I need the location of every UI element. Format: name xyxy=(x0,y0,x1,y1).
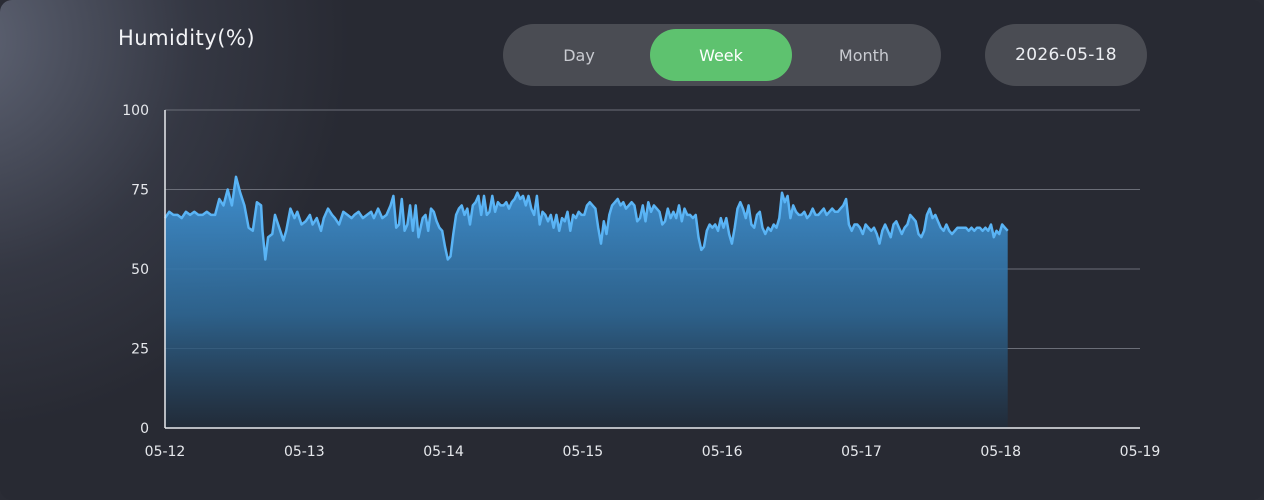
x-tick-label: 05-14 xyxy=(423,444,464,460)
x-tick-label: 05-13 xyxy=(284,444,325,460)
y-tick-label: 25 xyxy=(131,342,149,358)
x-tick-label: 05-12 xyxy=(145,444,186,460)
date-picker-button[interactable]: 2026-05-18 xyxy=(985,24,1147,86)
y-tick-label: 100 xyxy=(122,103,149,119)
y-tick-label: 0 xyxy=(140,421,149,437)
x-tick-label: 05-19 xyxy=(1120,444,1161,460)
axes xyxy=(164,110,1140,429)
x-tick-label: 05-17 xyxy=(841,444,882,460)
y-tick-label: 50 xyxy=(131,262,149,278)
humidity-area-fill xyxy=(165,176,1008,428)
x-tick-label: 05-15 xyxy=(563,444,604,460)
y-tick-label: 75 xyxy=(131,183,149,199)
tab-day[interactable]: Day xyxy=(563,45,595,65)
chart-title: Humidity(%) xyxy=(118,26,256,50)
tab-week[interactable]: Week xyxy=(650,29,792,81)
x-tick-label: 05-18 xyxy=(980,444,1021,460)
x-tick-label: 05-16 xyxy=(702,444,743,460)
y-tick-labels: 0 25 50 75 100 xyxy=(122,103,149,437)
x-tick-labels: 05-12 05-13 05-14 05-15 05-16 05-17 05-18 05-19 xyxy=(145,444,1161,460)
series-area xyxy=(163,175,1009,428)
tab-month[interactable]: Month xyxy=(838,45,890,65)
humidity-series-line xyxy=(163,175,1009,261)
period-segmented-control: Day Week Month xyxy=(503,24,941,86)
